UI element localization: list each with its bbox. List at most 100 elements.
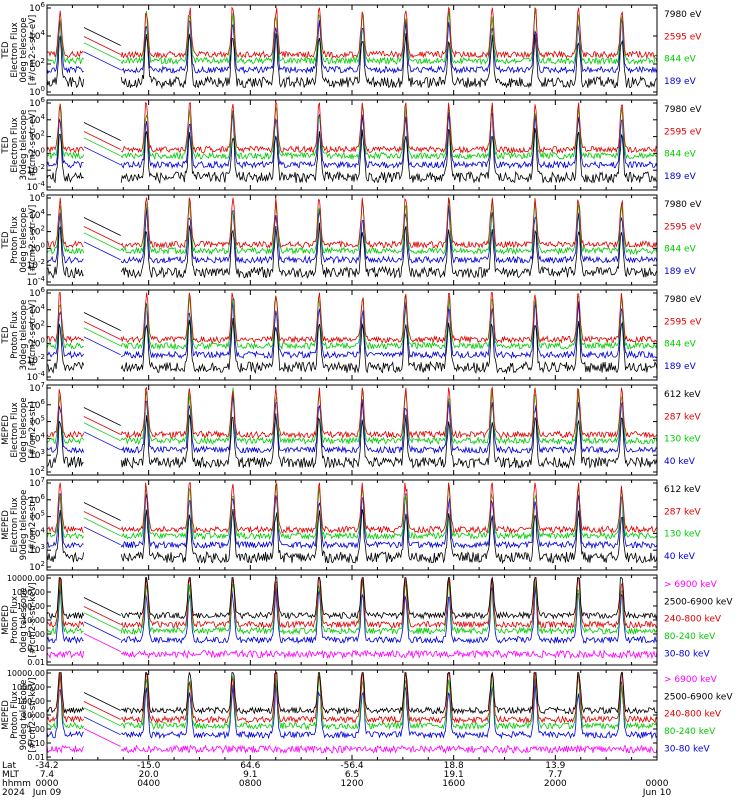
svg-text:1000.00: 1000.00 [12,683,45,692]
legend-entry: 844 eV [664,150,697,160]
legend-entry: 40 keV [664,457,696,467]
svg-text:104: 104 [29,113,45,126]
legend-entry: 2500-6900 keV [664,692,733,702]
y-axis-label-line: MEPED [1,510,11,540]
x-row-label: Lat [2,761,17,771]
y-tick-label: 102 [29,57,45,70]
series-line-red [46,576,658,629]
legend-entry: 130 keV [664,530,701,540]
y-axis-label: TED Electron Flux 0deg telescope [#/cm2-s-s… [1,15,38,85]
y-axis-label-line: Electron Flux [10,117,20,172]
y-tick-label: 106 [29,286,45,299]
svg-text:100: 100 [29,146,45,159]
y-axis-label-line: 30deg telescope [19,300,29,371]
series-line-red [46,386,658,440]
legend-entry: 40 keV [664,552,696,562]
svg-text:106: 106 [29,191,45,204]
svg-text:10000.00: 10000.00 [7,669,45,678]
series-line-green [46,387,658,446]
svg-text:102: 102 [29,560,45,573]
y-tick-label: 1.00 [27,725,45,734]
y-axis-label-line: Proton Flux [10,311,20,359]
y-axis-label-line: [#/cm2-s-str-keV] [28,583,38,658]
y-tick-label: 100 [29,146,45,159]
x-tick-label: -56.4 [340,761,364,771]
svg-text:102: 102 [29,130,45,143]
series-line-blue [46,678,658,740]
y-tick-label: 0.01 [27,658,45,667]
y-tick-label: 10-4 [27,275,46,288]
y-tick-label: 104 [29,29,45,42]
svg-text:10-2: 10-2 [27,353,45,366]
x-tick-label: 0800 [239,779,262,789]
legend-entry: > 6900 keV [664,675,718,685]
y-axis-label-line: [#/cm2-s-str] [28,402,38,459]
panel-border [46,289,658,381]
series-line-green [46,578,658,636]
y-axis-label-line: TED [1,41,11,60]
svg-text:0.10: 0.10 [27,739,45,748]
x-tick-label: 0000 [36,779,59,789]
legend-entry: 30-80 keV [664,649,710,659]
y-axis-label-line: Proton Flux [10,596,20,644]
svg-text:102: 102 [29,465,45,478]
y-axis-label-line: [#/cm2-s-str-eV] [28,300,38,370]
svg-text:0.10: 0.10 [27,644,45,653]
legend-entry: 189 eV [664,77,697,87]
series-line-red [46,6,658,59]
x-tick-label: 2000 [544,779,567,789]
svg-text:0.01: 0.01 [27,658,45,667]
series-line-green [46,673,658,731]
svg-text:107: 107 [29,381,45,394]
panel-7: 10000.001000.00100.0010.001.000.100.01ME… [1,574,733,667]
y-tick-label: 104 [29,303,45,316]
legend-entry: 7980 eV [664,200,702,210]
y-axis-label-line: 0deg telescope [19,587,29,652]
series-line-blue [46,110,658,170]
y-tick-label: 1000.00 [12,683,45,692]
y-tick-label: 10.00 [22,616,45,625]
legend-entry: 130 keV [664,435,701,445]
panel-8: 10000.001000.00100.0010.001.000.100.01ME… [1,669,733,762]
series-line-blue [46,395,658,455]
y-tick-label: 104 [29,526,45,539]
y-axis-label-line: 90deg telescope [19,680,29,751]
y-axis-label: TED Proton Flux 0deg telescope [#/cm2-s-str… [1,205,38,275]
x-tick-label: 0000 [646,779,669,789]
series-line-red [46,101,658,155]
svg-text:103: 103 [29,543,45,556]
legend-entry: 80-240 keV [664,727,716,737]
y-tick-label: 104 [29,113,45,126]
series-line-magenta [46,728,658,755]
y-axis-label-line: [#/cm2-s-str-keV] [28,678,38,753]
y-tick-label: 102 [29,130,45,143]
svg-text:104: 104 [29,29,45,42]
svg-text:100.00: 100.00 [17,602,45,611]
y-tick-label: 100.00 [17,602,45,611]
x-row-label: hhmm [2,779,31,789]
panel-border [46,669,658,761]
y-axis-label-line: [#/cm2-s-str] [28,497,38,554]
y-tick-label: 1.00 [27,630,45,639]
legend-entry: 844 eV [664,55,697,65]
x-tick-label: 7.4 [40,770,55,780]
x-row-label: MLT [2,770,20,780]
y-tick-label: 10000.00 [7,669,45,678]
svg-text:1000.00: 1000.00 [12,588,45,597]
series-line-black [46,217,658,279]
svg-text:0.01: 0.01 [27,753,45,762]
x-tick-label: 18.8 [444,761,464,771]
series-line-green [46,197,658,256]
legend-entry: 189 eV [664,362,697,372]
y-tick-label: 106 [29,96,45,109]
y-axis-label: MEPED Proton Flux 0deg telescope [#/cm2-s-s… [1,583,38,658]
legend-entry: 80-240 keV [664,632,716,642]
y-tick-label: 10-2 [27,258,45,271]
y-tick-label: 1000.00 [12,588,45,597]
legend-entry: 7980 eV [664,295,702,305]
svg-text:100: 100 [29,241,45,254]
series-line-black [46,576,658,620]
